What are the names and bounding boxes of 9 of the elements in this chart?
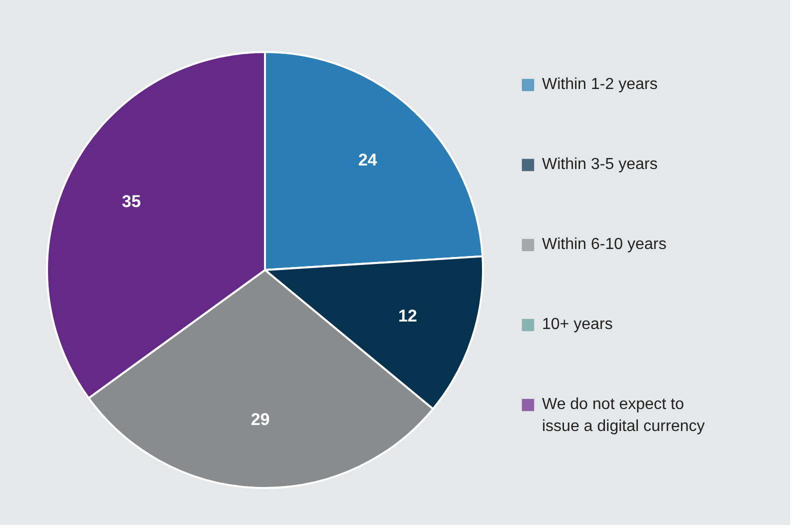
legend-label: 10+ years bbox=[542, 316, 613, 333]
data-label: 24 bbox=[358, 150, 378, 170]
data-label: 12 bbox=[398, 306, 418, 326]
legend-label: Within 3-5 years bbox=[542, 156, 658, 173]
legend-label: Within 6-10 years bbox=[542, 236, 666, 253]
data-label: 35 bbox=[122, 192, 141, 211]
legend-label: Within 1-2 years bbox=[542, 76, 658, 93]
legend-label: We do not expect to issue a digital currency bbox=[542, 396, 705, 435]
data-label: 29 bbox=[250, 410, 270, 429]
